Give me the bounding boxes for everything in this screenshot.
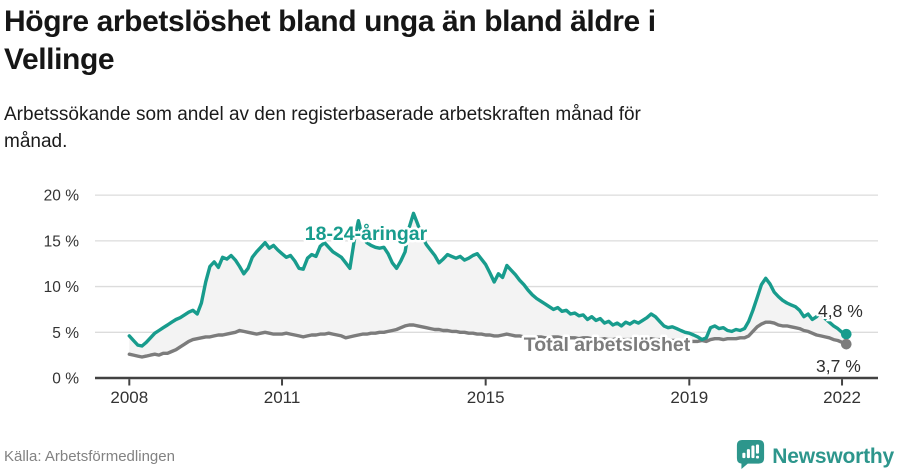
page-title: Högre arbetslöshet bland unga än bland ä…	[4, 3, 896, 79]
series-line-total	[127, 320, 848, 359]
y-tick-label: 10 %	[44, 279, 80, 296]
y-tick-label: 5 %	[52, 325, 79, 342]
x-tick-label: 2011	[264, 388, 301, 407]
chart-subtitle: Arbetssökande som andel av den registerb…	[4, 101, 844, 155]
subtitle-line-2: månad.	[4, 131, 68, 152]
y-tick-label: 0 %	[52, 371, 79, 388]
series-line-youth	[127, 211, 848, 348]
end-dot-youth	[840, 328, 852, 340]
x-tick-label: 2022	[823, 388, 861, 407]
newsworthy-badge-icon	[736, 439, 765, 475]
end-value-total: 3,7 %	[816, 356, 861, 376]
y-tick-label: 20 %	[44, 188, 80, 205]
series-label-youth: 18-24-åringar	[305, 222, 428, 245]
y-tick-label: 15 %	[44, 233, 80, 250]
newsworthy-brand-name: Newsworthy	[772, 445, 894, 468]
end-value-youth: 4,8 %	[818, 301, 863, 321]
source-note: Källa: Arbetsförmedlingen	[4, 448, 175, 465]
end-dot-total	[840, 338, 852, 350]
title-line-1: Högre arbetslöshet bland unga än bland ä…	[4, 5, 656, 38]
subtitle-line-1: Arbetssökande som andel av den registerb…	[4, 104, 641, 125]
x-tick-label: 2008	[110, 388, 148, 407]
x-tick-label: 2019	[670, 388, 708, 407]
between-series-fill	[129, 213, 847, 357]
series-label-total: Total arbetslöshet	[524, 334, 691, 356]
x-tick-label: 2015	[467, 388, 505, 407]
title-line-2: Vellinge	[4, 43, 115, 76]
newsworthy-logo[interactable]: Newsworthy	[736, 439, 894, 475]
